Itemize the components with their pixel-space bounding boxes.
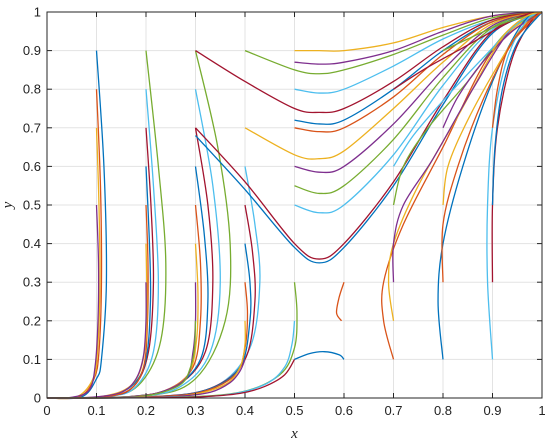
series-line-52 xyxy=(442,11,543,206)
y-tick-label: 0.2 xyxy=(23,313,41,328)
series-line-42 xyxy=(195,11,543,260)
x-axis-label: x xyxy=(290,426,298,442)
series-line-50 xyxy=(437,11,543,360)
series-line-55 xyxy=(486,11,543,360)
x-tick-label: 0.8 xyxy=(434,403,452,418)
series-line-57 xyxy=(491,11,543,206)
series-line-2 xyxy=(46,89,103,400)
series-line-56 xyxy=(491,11,543,283)
y-tick-label: 0.9 xyxy=(23,43,41,58)
x-tick-label: 1 xyxy=(538,403,545,418)
series-line-58 xyxy=(491,11,543,128)
series-line-45 xyxy=(387,11,543,321)
x-tick-label: 0.3 xyxy=(186,403,204,418)
series-line-37 xyxy=(294,11,543,133)
series-line-41 xyxy=(294,11,543,214)
series-line-16 xyxy=(46,204,202,399)
y-tick-label: 0.7 xyxy=(23,120,41,135)
series-line-4 xyxy=(46,204,100,399)
series-line-29 xyxy=(294,351,345,361)
series-line-33 xyxy=(244,11,543,75)
x-tick-label: 0.6 xyxy=(335,403,353,418)
y-tick-label: 0.5 xyxy=(23,198,41,213)
series-line-35 xyxy=(195,11,543,114)
series-line-30 xyxy=(335,282,345,322)
x-tick-label: 0.7 xyxy=(384,403,402,418)
y-tick-label: 1 xyxy=(34,5,41,20)
series-line-3 xyxy=(46,127,101,400)
x-tick-label: 0.9 xyxy=(483,403,501,418)
y-axis-label: y xyxy=(0,201,16,210)
x-tick-label: 0.5 xyxy=(285,403,303,418)
series-line-18 xyxy=(46,282,197,399)
series-line-43 xyxy=(195,11,543,264)
series-line-59 xyxy=(491,11,543,51)
series-line-53 xyxy=(442,11,543,129)
series-line-44 xyxy=(381,11,543,360)
x-tick-label: 0 xyxy=(43,403,50,418)
y-tick-label: 0.4 xyxy=(23,236,41,251)
series-line-39 xyxy=(294,11,543,174)
series-line-48 xyxy=(392,11,543,167)
x-tick-label: 0.1 xyxy=(87,403,105,418)
series-line-49 xyxy=(393,11,543,90)
x-tick-label: 0.4 xyxy=(236,403,254,418)
series-line-14 xyxy=(46,127,214,399)
y-tick-label: 0 xyxy=(34,391,41,406)
y-tick-label: 0.3 xyxy=(23,275,41,290)
y-tick-label: 0.6 xyxy=(23,159,41,174)
y-tick-label: 0.8 xyxy=(23,82,41,97)
series-line-38 xyxy=(244,11,543,160)
tick-layer: 0 0.1 0.2 0.3 0.4 0.5 0.6 0.7 0.8 0.9 1 0 0.1 0.2 0.3 0… xyxy=(23,5,546,419)
series-line-1 xyxy=(46,50,108,400)
x-tick-label: 0.2 xyxy=(137,403,155,418)
y-tick-label: 0.1 xyxy=(23,352,41,367)
